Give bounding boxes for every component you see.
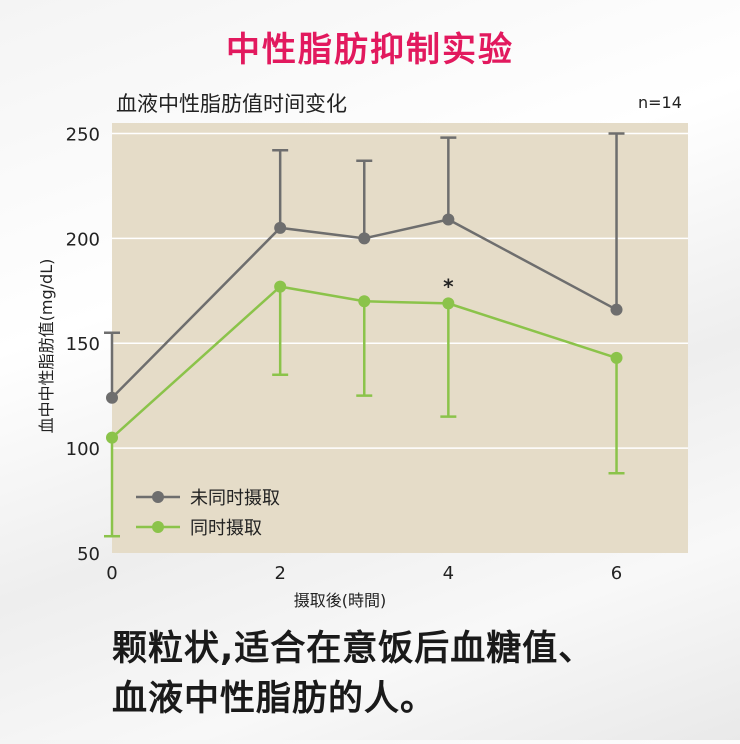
y-tick-label: 100 bbox=[66, 439, 100, 460]
caption-line-1: 颗粒状,适合在意饭后血糖值、 bbox=[112, 629, 595, 669]
significance-star: * bbox=[443, 274, 454, 298]
data-point bbox=[610, 303, 623, 316]
x-tick-label: 0 bbox=[106, 563, 117, 584]
data-point bbox=[442, 297, 455, 310]
data-point bbox=[610, 351, 623, 364]
caption-line-2: 血液中性脂肪的人。 bbox=[112, 679, 437, 719]
x-tick-label: 4 bbox=[443, 563, 454, 584]
sample-size: n=14 bbox=[638, 93, 682, 112]
data-point bbox=[274, 280, 287, 293]
plot-area bbox=[112, 123, 688, 553]
y-tick-label: 200 bbox=[66, 229, 100, 250]
y-tick-label: 150 bbox=[66, 334, 100, 355]
x-axis-label: 摄取後(時間) bbox=[294, 591, 387, 610]
data-point bbox=[442, 213, 455, 226]
chart-title: 血液中性脂肪值时间变化 bbox=[116, 92, 347, 116]
legend-swatch-marker bbox=[152, 491, 164, 503]
data-point bbox=[106, 431, 118, 444]
y-axis-label: 血中中性脂肪值(mg/dL) bbox=[37, 259, 56, 434]
y-tick-label: 50 bbox=[77, 544, 100, 565]
headline: 中性脂肪抑制实验 bbox=[226, 30, 514, 70]
data-point bbox=[274, 221, 287, 234]
legend-swatch-marker bbox=[152, 521, 164, 533]
data-point bbox=[106, 391, 118, 404]
x-tick-label: 6 bbox=[611, 563, 622, 584]
data-point bbox=[358, 232, 371, 245]
y-tick-label: 250 bbox=[66, 124, 100, 145]
legend-label: 未同时摄取 bbox=[190, 488, 280, 509]
data-point bbox=[358, 295, 371, 308]
legend-label: 同时摄取 bbox=[190, 518, 262, 539]
x-tick-label: 2 bbox=[274, 563, 285, 584]
